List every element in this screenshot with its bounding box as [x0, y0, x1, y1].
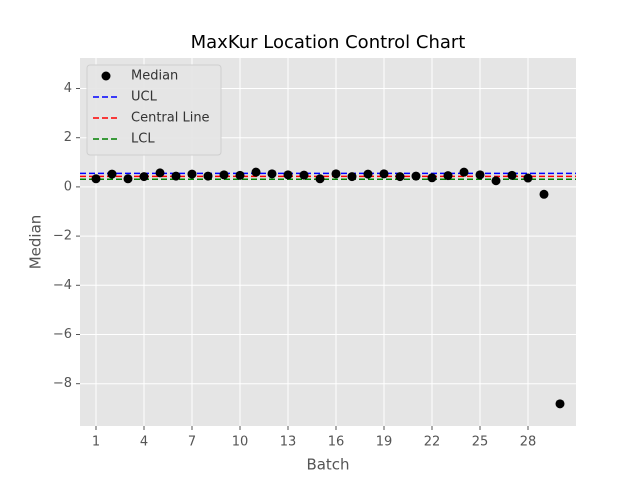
- y-tick-label: 0: [64, 179, 72, 194]
- point: [331, 169, 341, 179]
- point: [443, 171, 453, 181]
- point: [299, 170, 309, 180]
- point: [171, 171, 181, 181]
- point: [539, 189, 549, 199]
- point: [107, 169, 117, 179]
- point: [123, 174, 133, 184]
- point: [555, 399, 565, 409]
- point: [523, 173, 533, 183]
- legend-label: UCL: [131, 90, 158, 105]
- point: [475, 170, 485, 180]
- legend-label: LCL: [131, 132, 155, 147]
- point: [139, 172, 149, 182]
- point: [507, 170, 517, 180]
- legend-label: Central Line: [131, 111, 210, 126]
- point: [379, 169, 389, 179]
- point: [427, 173, 437, 183]
- point: [411, 171, 421, 181]
- y-tick-label: −8: [53, 376, 72, 391]
- point: [203, 171, 213, 181]
- x-tick-label: 22: [424, 435, 441, 450]
- x-tick-label: 10: [232, 435, 249, 450]
- x-tick-label: 16: [328, 435, 345, 450]
- x-tick-label: 19: [376, 435, 393, 450]
- legend-marker: [101, 71, 111, 81]
- point: [155, 168, 165, 178]
- point: [315, 174, 325, 184]
- point: [395, 172, 405, 182]
- legend-label: Median: [131, 69, 178, 84]
- y-tick-label: −6: [53, 327, 72, 342]
- y-tick-label: −4: [53, 278, 72, 293]
- x-tick-label: 4: [140, 435, 148, 450]
- point: [347, 172, 357, 182]
- point: [267, 169, 277, 179]
- grid: −8 −6 −4 −2 0 2 4 1 4 7 10 13 16 19 22 25 28: [53, 58, 576, 450]
- x-axis-label: Batch: [306, 456, 349, 474]
- point: [491, 176, 501, 186]
- x-tick-label: 28: [520, 435, 537, 450]
- y-tick-label: 2: [64, 130, 72, 145]
- point: [363, 169, 373, 179]
- y-axis-label: Median: [27, 215, 45, 270]
- point: [235, 170, 245, 180]
- x-tick-label: 7: [188, 435, 196, 450]
- marks: [80, 167, 576, 409]
- point: [251, 167, 261, 177]
- x-tick-label: 13: [280, 435, 297, 450]
- point: [459, 167, 469, 177]
- point: [219, 170, 229, 180]
- x-tick-label: 1: [92, 435, 100, 450]
- x-tick-label: 25: [472, 435, 489, 450]
- point: [187, 169, 197, 179]
- y-tick-label: 4: [64, 81, 72, 96]
- chart-title: MaxKur Location Control Chart: [191, 32, 466, 53]
- legend-box: [86, 64, 222, 156]
- point: [91, 174, 101, 184]
- y-tick-label: −2: [53, 229, 72, 244]
- point: [283, 170, 293, 180]
- legend: Median UCL Central Line LCL: [86, 64, 222, 156]
